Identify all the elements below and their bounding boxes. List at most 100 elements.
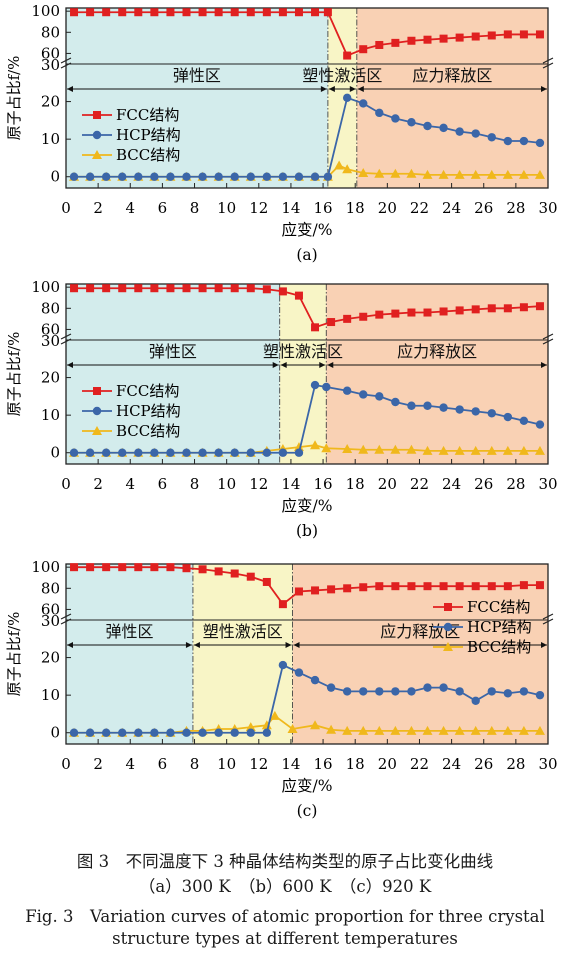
data-point-bcc	[310, 720, 321, 730]
data-point-bcc	[374, 444, 385, 454]
data-point-hcp	[118, 728, 127, 737]
data-point-bcc	[502, 445, 513, 455]
data-point-fcc	[359, 583, 368, 592]
data-point-bcc	[310, 440, 321, 450]
data-point-fcc	[294, 587, 303, 596]
data-point-fcc	[246, 572, 255, 581]
data-point-hcp	[455, 127, 464, 136]
data-point-hcp	[471, 696, 480, 705]
data-point-hcp	[310, 172, 320, 181]
panel-label: (c)	[297, 802, 318, 820]
x-tick-label: 0	[61, 475, 71, 493]
caption-english-line2: structure types at different temperature…	[112, 929, 458, 948]
x-axis-label: 应变/%	[282, 496, 333, 515]
data-point-bcc	[534, 445, 545, 455]
data-point-fcc	[150, 563, 159, 572]
x-tick-label: 16	[314, 755, 333, 773]
region-arrowhead-left-1	[193, 642, 200, 648]
data-point-bcc	[358, 167, 369, 177]
data-point-hcp	[423, 121, 432, 131]
x-tick-label: 28	[506, 199, 525, 217]
x-tick-label: 4	[125, 755, 135, 773]
x-tick-label: 2	[93, 199, 103, 217]
y-tick-label: 20	[41, 93, 60, 111]
data-point-fcc	[262, 285, 271, 294]
data-point-fcc	[70, 563, 79, 572]
y-tick-label: 100	[31, 558, 60, 576]
panel-label: (b)	[296, 522, 318, 540]
data-point-fcc	[166, 563, 175, 572]
data-point-hcp	[423, 401, 432, 410]
x-tick-label: 6	[158, 755, 168, 773]
data-point-hcp	[85, 728, 95, 737]
y-tick-label: 20	[41, 649, 60, 667]
data-point-fcc	[359, 312, 368, 321]
data-point-bcc	[518, 725, 529, 735]
data-point-bcc	[470, 725, 481, 735]
y-axis-label: 原子占比f/%	[5, 56, 23, 141]
data-point-hcp	[182, 448, 191, 457]
data-point-bcc	[486, 169, 497, 179]
data-point-fcc	[86, 8, 95, 17]
data-point-fcc	[423, 308, 432, 317]
data-point-fcc	[134, 563, 143, 572]
region-label-1: 塑性激活区	[302, 66, 382, 85]
y-tick-label: 10	[41, 130, 60, 148]
data-point-bcc	[406, 168, 417, 178]
data-point-hcp	[214, 728, 223, 737]
x-tick-label: 28	[506, 755, 525, 773]
data-point-hcp	[503, 689, 513, 698]
region-arrowhead-left-1	[280, 362, 287, 368]
data-point-hcp	[519, 416, 529, 425]
region-arrowhead-right-1	[319, 362, 326, 368]
x-tick-label: 12	[249, 199, 268, 217]
data-point-fcc	[214, 8, 223, 17]
data-point-bcc	[438, 725, 449, 735]
data-point-fcc	[439, 34, 448, 43]
data-point-bcc	[422, 445, 433, 455]
data-point-fcc	[535, 581, 544, 590]
data-point-hcp	[535, 138, 545, 148]
data-point-hcp	[101, 448, 111, 457]
data-point-fcc	[118, 284, 127, 293]
data-point-hcp	[85, 448, 95, 457]
x-tick-label: 24	[442, 199, 461, 217]
data-point-hcp	[342, 386, 352, 395]
x-tick-label: 22	[410, 755, 429, 773]
legend-label: FCC结构	[116, 106, 179, 124]
data-point-fcc	[487, 582, 496, 591]
data-point-hcp	[439, 683, 448, 692]
data-point-hcp	[487, 687, 496, 696]
break-mark-0	[60, 613, 72, 625]
data-point-bcc	[326, 724, 337, 734]
data-point-fcc	[86, 563, 95, 572]
data-point-fcc	[407, 308, 416, 317]
data-point-bcc	[486, 445, 497, 455]
x-axis-label: 应变/%	[282, 220, 333, 239]
y-tick-label: 20	[41, 369, 60, 387]
legend-marker-circle	[92, 130, 102, 140]
region-arrowhead-left-1	[328, 86, 335, 92]
data-point-fcc	[519, 581, 528, 590]
data-point-hcp	[262, 172, 272, 181]
legend-marker-square	[93, 111, 101, 119]
data-point-bcc	[342, 443, 353, 453]
data-point-fcc	[134, 8, 143, 17]
x-tick-label: 12	[249, 755, 268, 773]
x-tick-label: 20	[378, 199, 397, 217]
data-point-hcp	[246, 448, 255, 457]
data-point-fcc	[86, 284, 95, 293]
y-tick-label-break: 30	[41, 332, 60, 350]
x-tick-label: 2	[93, 475, 103, 493]
data-point-fcc	[294, 291, 303, 300]
region-arrowhead-left-0	[67, 86, 73, 92]
data-point-bcc	[454, 445, 465, 455]
y-tick-label: 60	[41, 320, 60, 338]
data-point-hcp	[294, 448, 304, 457]
data-point-hcp	[134, 728, 143, 737]
data-point-hcp	[230, 448, 239, 457]
x-tick-label: 22	[410, 199, 429, 217]
data-point-hcp	[294, 668, 304, 677]
x-tick-label: 30	[538, 199, 557, 217]
